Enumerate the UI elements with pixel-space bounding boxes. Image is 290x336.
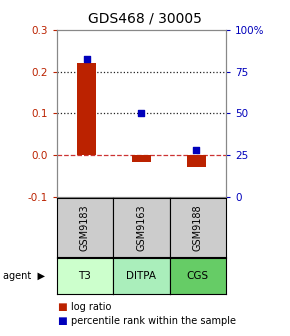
Text: percentile rank within the sample: percentile rank within the sample: [71, 316, 236, 326]
Text: agent  ▶: agent ▶: [3, 271, 45, 281]
Point: [84, 56, 89, 61]
Point: [139, 111, 144, 116]
Text: GDS468 / 30005: GDS468 / 30005: [88, 12, 202, 26]
Text: T3: T3: [78, 271, 91, 281]
Text: ■: ■: [57, 302, 66, 312]
Text: CGS: CGS: [187, 271, 209, 281]
Bar: [132, 155, 151, 163]
Bar: [77, 63, 96, 155]
Text: ■: ■: [57, 316, 66, 326]
Text: log ratio: log ratio: [71, 302, 111, 312]
Bar: [186, 155, 206, 167]
Point: [194, 147, 198, 153]
Text: GSM9183: GSM9183: [80, 204, 90, 251]
Text: GSM9163: GSM9163: [136, 204, 146, 251]
Text: GSM9188: GSM9188: [193, 204, 203, 251]
Text: DITPA: DITPA: [126, 271, 156, 281]
